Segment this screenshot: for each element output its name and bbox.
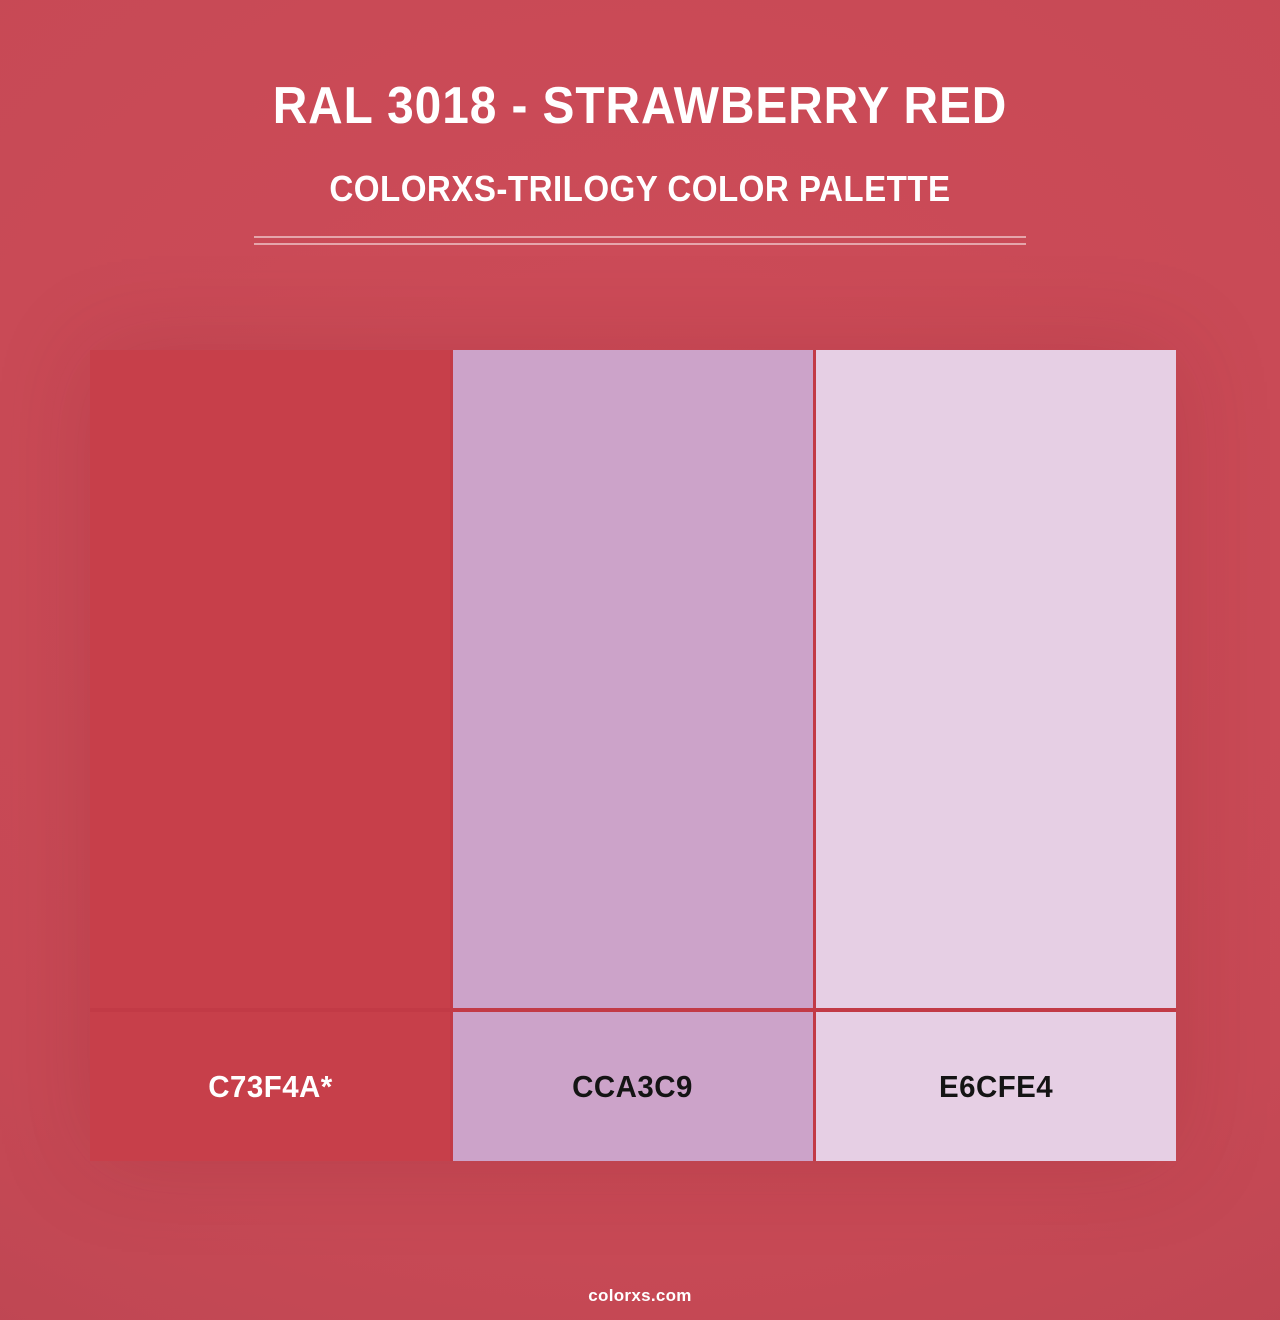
swatch-label-cell-1: C73F4A*	[90, 1012, 450, 1161]
page-title: RAL 3018 - STRAWBERRY RED	[272, 77, 1008, 135]
swatch-color-area-3	[816, 350, 1176, 1008]
swatch-hex-label: E6CFE4	[938, 1068, 1054, 1104]
swatch-label-cell-3: E6CFE4	[816, 1012, 1176, 1161]
swatch-label-cell-2: CCA3C9	[453, 1012, 813, 1161]
palette-grid: C73F4A* CCA3C9 E6CFE4	[90, 350, 1176, 1161]
page-subtitle: COLORXS-TRILOGY COLOR PALETTE	[329, 168, 951, 209]
swatch-color-area-2	[453, 350, 813, 1008]
swatch-hex-label: C73F4A*	[207, 1068, 333, 1104]
divider-double-line	[254, 236, 1026, 245]
swatch-color-area-1	[90, 350, 450, 1008]
swatch-hex-label: CCA3C9	[572, 1068, 694, 1104]
footer-watermark: colorxs.com	[588, 1286, 692, 1305]
